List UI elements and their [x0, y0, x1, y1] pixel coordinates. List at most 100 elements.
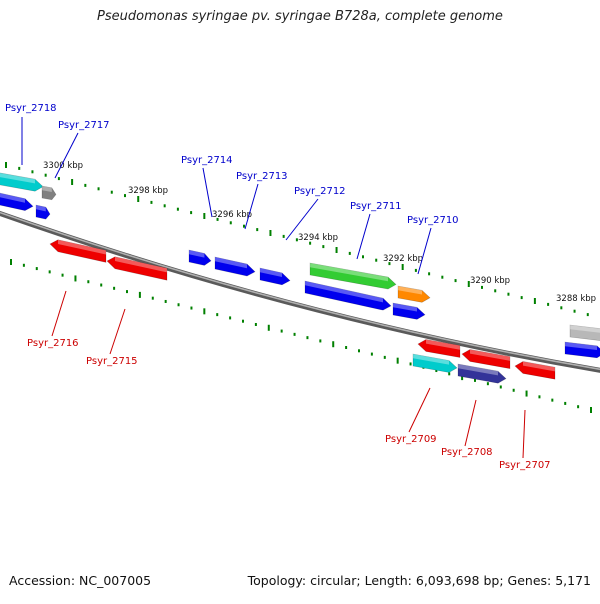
tick-mark — [358, 349, 360, 353]
gene-label: Psyr_2709 — [385, 434, 437, 445]
gene-leader-line — [54, 132, 79, 179]
tick-mark — [163, 204, 166, 208]
tick-mark — [322, 245, 325, 249]
gene-label: Psyr_2712 — [294, 186, 346, 197]
tick-mark — [97, 187, 100, 191]
gene-arrow — [397, 285, 431, 303]
kbp-label: 3298 kbp — [128, 186, 168, 196]
tick-mark — [481, 285, 483, 289]
tick-mark — [375, 258, 378, 262]
tick-mark — [110, 190, 113, 194]
tick-mark — [396, 357, 399, 364]
tick-mark — [474, 378, 476, 382]
gene-leader-line — [51, 290, 67, 337]
tick-mark — [57, 177, 60, 181]
tick-mark — [467, 281, 470, 287]
gene-arrow — [304, 280, 392, 311]
tick-mark — [448, 372, 451, 376]
gene-label: Psyr_2713 — [236, 171, 288, 182]
tick-mark — [319, 339, 322, 343]
gene-arrow — [392, 302, 426, 320]
tick-mark — [31, 170, 34, 174]
tick-mark — [388, 262, 391, 266]
gene-arrow — [412, 353, 458, 373]
tick-mark — [499, 385, 502, 389]
gene-arrow — [188, 249, 212, 266]
tick-mark — [87, 280, 90, 284]
kbp-label: 3292 kbp — [383, 254, 423, 264]
tick-mark — [18, 166, 21, 170]
tick-mark — [151, 296, 154, 300]
gene-arrow — [0, 192, 34, 211]
tick-mark — [441, 275, 444, 279]
tick-mark — [590, 407, 592, 413]
outer-tick-row — [5, 162, 589, 317]
tick-mark — [256, 228, 259, 232]
tick-mark — [282, 234, 285, 238]
gene-arrow — [457, 363, 507, 384]
gene-arrow — [0, 172, 44, 192]
gene-arrow — [564, 341, 600, 359]
gene-arrow — [417, 339, 461, 358]
gene-arrow — [461, 349, 511, 369]
tick-mark — [560, 306, 563, 310]
tick-mark — [280, 329, 283, 333]
gene-arrow — [259, 267, 291, 286]
tick-mark — [100, 283, 103, 287]
gene-label: Psyr_2717 — [58, 120, 110, 131]
tick-mark — [113, 286, 116, 290]
accession-label: Accession: NC_007005 — [9, 573, 152, 588]
tick-mark — [547, 302, 550, 306]
gene-label: Psyr_2710 — [407, 215, 459, 226]
tick-mark — [124, 194, 126, 198]
tick-mark — [35, 267, 38, 271]
tick-mark — [533, 298, 536, 304]
kbp-label: 3288 kbp — [556, 294, 596, 304]
tick-mark — [190, 306, 193, 310]
tick-mark — [538, 395, 541, 399]
tick-mark — [370, 352, 373, 356]
tick-mark — [10, 259, 12, 265]
tick-mark — [269, 230, 272, 236]
inner-tick-row — [10, 259, 592, 413]
gene-arrow — [106, 256, 168, 281]
kbp-label: 3290 kbp — [470, 276, 510, 286]
tick-mark — [22, 263, 25, 267]
tick-mark — [138, 291, 141, 298]
tick-mark — [414, 268, 417, 272]
tick-mark — [573, 309, 576, 313]
gene-label: Psyr_2708 — [441, 447, 493, 458]
tick-mark — [216, 313, 219, 317]
gene-label: Psyr_2715 — [86, 356, 138, 367]
tick-mark — [295, 238, 298, 242]
tick-mark — [577, 405, 580, 409]
tick-mark — [126, 290, 128, 294]
tick-mark — [216, 217, 219, 221]
gene-leader-line — [109, 308, 126, 355]
gene-arrow — [49, 239, 107, 263]
tick-mark — [61, 273, 64, 277]
genome-backbone — [0, 210, 600, 373]
tick-mark — [383, 355, 386, 359]
tick-mark — [454, 279, 457, 283]
tick-mark — [229, 316, 232, 320]
gene-arrow — [41, 185, 57, 201]
tick-mark — [551, 398, 554, 402]
tick-mark — [486, 382, 489, 386]
tick-mark — [345, 346, 348, 350]
gene-leader-line — [244, 183, 259, 230]
tick-mark — [254, 322, 257, 326]
tick-mark — [229, 221, 232, 225]
tick-mark — [409, 362, 412, 366]
tick-mark — [242, 319, 244, 323]
tick-mark — [74, 275, 77, 282]
tick-mark — [48, 270, 51, 274]
tick-mark — [332, 341, 335, 348]
tick-mark — [5, 162, 7, 168]
tick-mark — [520, 296, 523, 300]
gene-leader-line — [285, 198, 319, 241]
gene-arrow — [214, 256, 256, 277]
gene-arrow — [35, 204, 51, 220]
kbp-label: 3300 kbp — [43, 161, 83, 171]
